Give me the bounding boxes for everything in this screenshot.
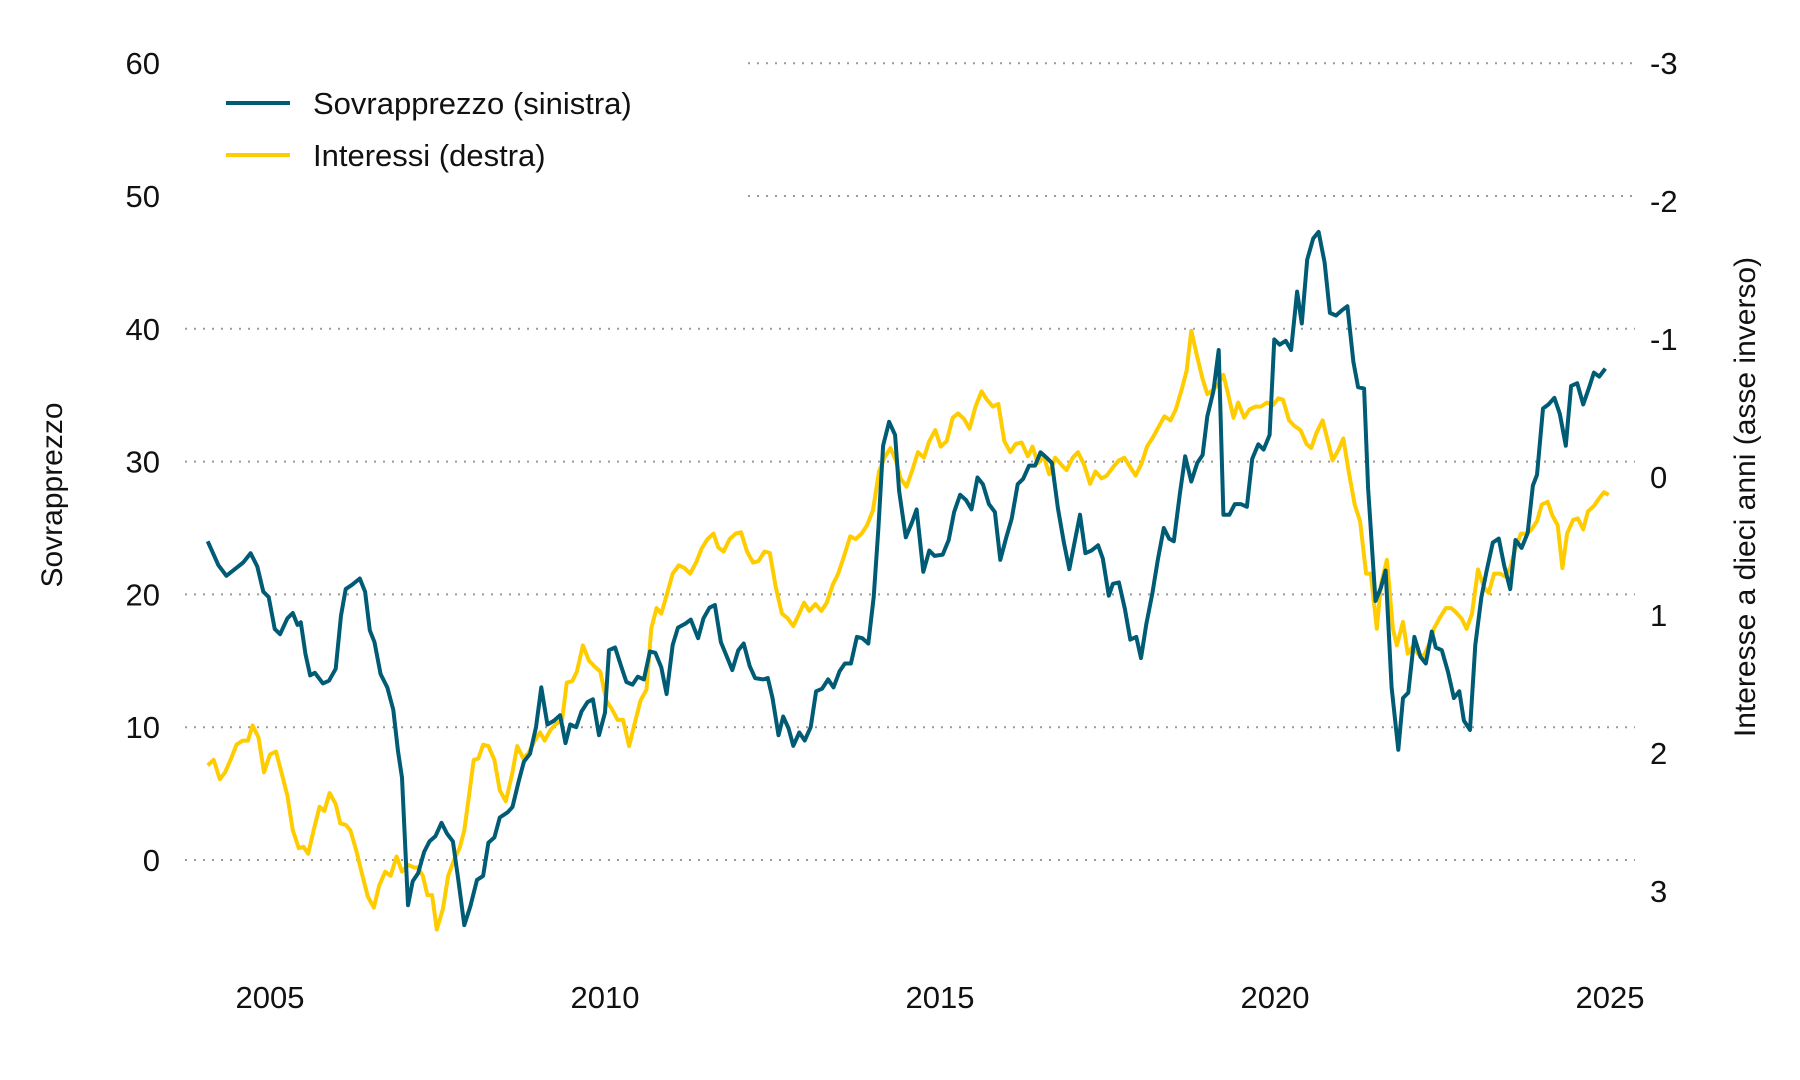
left-axis-title: Sovrapprezzo — [36, 402, 69, 587]
x-tick-label: 2015 — [906, 980, 975, 1015]
left-tick-label: 30 — [126, 445, 160, 480]
series-line-sovrapprezzo — [205, 229, 1607, 928]
left-tick-label: 50 — [126, 179, 160, 214]
x-tick-label: 2020 — [1241, 980, 1310, 1015]
legend: Sovrapprezzo (sinistra) Interessi (destr… — [226, 86, 632, 173]
right-tick-label: 1 — [1650, 598, 1667, 633]
series-line-interessi — [206, 328, 1610, 932]
left-tick-label: 0 — [143, 843, 160, 878]
x-tick-label: 2010 — [571, 980, 640, 1015]
x-tick-label: 2025 — [1576, 980, 1645, 1015]
right-tick-label: -1 — [1650, 322, 1678, 357]
right-tick-label: -3 — [1650, 46, 1678, 81]
left-axis-ticks: 0 10 20 30 40 50 60 — [126, 46, 160, 878]
right-tick-label: 2 — [1650, 736, 1667, 771]
left-tick-label: 10 — [126, 710, 160, 745]
right-tick-label: 3 — [1650, 874, 1667, 909]
right-axis-title: Interesse a dieci anni (asse inverso) — [1729, 257, 1762, 737]
x-axis-ticks: 2005 2010 2015 2020 2025 — [236, 980, 1645, 1015]
legend-label-interessi: Interessi (destra) — [313, 138, 546, 173]
right-tick-label: 0 — [1650, 460, 1667, 495]
x-tick-label: 2005 — [236, 980, 305, 1015]
legend-label-sovrapprezzo: Sovrapprezzo (sinistra) — [313, 86, 632, 121]
left-tick-label: 20 — [126, 577, 160, 612]
gridlines — [185, 62, 1635, 861]
left-tick-label: 60 — [126, 46, 160, 81]
series-lines — [205, 229, 1610, 932]
left-tick-label: 40 — [126, 312, 160, 347]
right-axis-ticks: -3 -2 -1 0 1 2 3 — [1650, 46, 1678, 909]
right-tick-label: -2 — [1650, 184, 1678, 219]
